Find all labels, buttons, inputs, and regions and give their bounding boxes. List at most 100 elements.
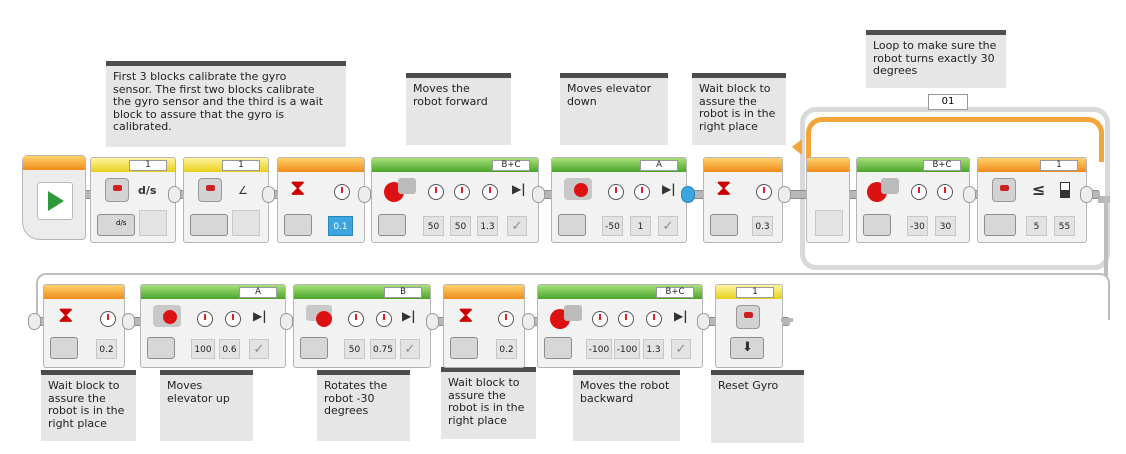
wait-block-3-header (44, 285, 124, 299)
steering-1-value-1[interactable]: 50 (423, 216, 444, 236)
timer-mode-icon[interactable] (710, 214, 738, 236)
connector-gyro1[interactable] (168, 186, 181, 203)
wait-time-input-1[interactable]: 0.1 (328, 216, 353, 236)
connector-wait4[interactable] (522, 313, 535, 330)
speedometer-icon (348, 311, 364, 327)
wait-block-2[interactable]: ⧗ 0.3 (703, 157, 783, 243)
steering-1-mode[interactable] (378, 214, 406, 236)
medium-motor-block-2[interactable]: A ▶| 100 0.6 ✓ (140, 284, 286, 368)
move-steering-block-1[interactable]: B+C ▶| 50 50 1.3 ✓ (371, 157, 539, 243)
gyro-rate-output-plug[interactable] (139, 210, 167, 236)
medium-motor-2-value-2[interactable]: 0.6 (219, 339, 240, 359)
comment-wait-row2a: Wait block to assure the robot is in the… (41, 370, 136, 441)
hourglass-icon: ⧗ (290, 176, 306, 201)
wait-time-input-4[interactable]: 0.2 (496, 339, 517, 359)
large-motor-b-value-2[interactable]: 0.75 (370, 339, 396, 359)
gyro-angle-output-plug[interactable] (232, 210, 260, 236)
connector-loop-exit[interactable] (1080, 186, 1093, 203)
loop-exit-port[interactable]: 1 (1040, 160, 1078, 171)
gyro-angle-mode-selector[interactable] (190, 214, 228, 236)
medium-motor-2-value-1[interactable]: 100 (191, 339, 215, 359)
medium-motor-2-mode[interactable] (147, 337, 175, 359)
connector-wait2[interactable] (778, 186, 791, 203)
large-motor-b-mode[interactable] (300, 337, 328, 359)
connector-wait1[interactable] (358, 186, 371, 203)
steering-1-ports[interactable]: B+C (492, 160, 530, 171)
loop-exit-value-2[interactable]: 55 (1054, 216, 1075, 236)
steering-3-value-2[interactable]: -100 (614, 339, 640, 359)
wait-block-1-header (278, 158, 364, 172)
connector-steer3[interactable] (697, 313, 710, 330)
checkmark-icon[interactable]: ✓ (249, 339, 269, 359)
steering-2-value-2[interactable]: 30 (935, 216, 956, 236)
gyro-rate-mode-label: d/s (138, 184, 157, 197)
connector-medmotor1[interactable] (681, 186, 695, 203)
reset-gyro-header: 1 (716, 285, 782, 299)
steering-2-value-1[interactable]: -30 (907, 216, 928, 236)
gyro-rate-mode-selector[interactable]: d/s (97, 214, 135, 236)
wait-block-1[interactable]: ⧗ 0.1 (277, 157, 365, 243)
connector-gyro2[interactable] (262, 186, 275, 203)
loop-exit-value-1[interactable]: 5 (1026, 216, 1047, 236)
medium-motor-1-mode[interactable] (558, 214, 586, 236)
gyro-angle-block[interactable]: 1 ∠ (183, 157, 269, 243)
reset-download-icon[interactable]: ⬇ (730, 337, 764, 359)
steering-2-mode[interactable] (863, 214, 891, 236)
steering-2-ports[interactable]: B+C (923, 160, 961, 171)
gyro-rate-block[interactable]: 1 d/s d/s (90, 157, 176, 243)
steering-1-value-3[interactable]: 1.3 (477, 216, 498, 236)
reset-gyro-port[interactable]: 1 (736, 287, 774, 298)
wait-time-input-3[interactable]: 0.2 (96, 339, 117, 359)
steering-3-value-3[interactable]: 1.3 (643, 339, 664, 359)
wait-block-4[interactable]: ⧗ 0.2 (443, 284, 525, 368)
large-motor-b-value-1[interactable]: 50 (344, 339, 365, 359)
loop-name-label[interactable]: 01 (928, 94, 968, 110)
medium-motor-2-port[interactable]: A (239, 287, 277, 298)
loop-exit-mode[interactable] (984, 214, 1016, 236)
large-motor-block-b[interactable]: B ▶| 50 0.75 ✓ (293, 284, 431, 368)
steering-3-value-1[interactable]: -100 (586, 339, 612, 359)
gyro-angle-port[interactable]: 1 (222, 160, 260, 171)
timer-mode-icon[interactable] (450, 337, 478, 359)
comment-reset-gyro: Reset Gyro (711, 370, 804, 443)
connector-row2-start[interactable] (28, 313, 41, 330)
steering-1-value-2[interactable]: 50 (450, 216, 471, 236)
loop-exit-gyro-compare[interactable]: 1 ≤ 5 55 (977, 157, 1087, 243)
wait-block-3[interactable]: ⧗ 0.2 (43, 284, 125, 368)
compare-operator[interactable]: ≤ (1032, 180, 1046, 199)
wait-time-input-2[interactable]: 0.3 (752, 216, 773, 236)
large-motor-b-port[interactable]: B (384, 287, 422, 298)
checkmark-icon[interactable]: ✓ (658, 216, 678, 236)
play-icon[interactable] (37, 182, 73, 220)
checkmark-icon[interactable]: ✓ (400, 339, 420, 359)
medium-motor-2-header: A (141, 285, 285, 299)
loop-start-block[interactable] (806, 157, 850, 243)
connector-wait3[interactable] (122, 313, 135, 330)
medium-motor-1-port[interactable]: A (640, 160, 678, 171)
loop-interface-plug[interactable] (815, 210, 843, 236)
medium-motor-1-value-1[interactable]: -50 (602, 216, 623, 236)
connector-steer1[interactable] (532, 186, 545, 203)
connector-motorb[interactable] (426, 313, 439, 330)
start-block[interactable] (22, 155, 86, 240)
gyro-angle-header: 1 (184, 158, 268, 172)
connector-medmotor2[interactable] (280, 313, 293, 330)
medium-motor-block-1[interactable]: A ▶| -50 1 ✓ (551, 157, 687, 243)
steering-3-ports[interactable]: B+C (656, 287, 694, 298)
timer-mode-icon[interactable] (50, 337, 78, 359)
medium-motor-1-value-2[interactable]: 1 (630, 216, 651, 236)
gyro-rate-port[interactable]: 1 (129, 160, 167, 171)
speedometer-icon (197, 311, 213, 327)
checkmark-icon[interactable]: ✓ (507, 216, 527, 236)
steering-3-mode[interactable] (544, 337, 572, 359)
move-steering-2-header: B+C (857, 158, 969, 172)
checkmark-icon[interactable]: ✓ (671, 339, 691, 359)
row-return-wire-right (1104, 196, 1108, 276)
timer-mode-icon[interactable] (284, 214, 312, 236)
move-steering-block-3[interactable]: B+C ▶| -100 -100 1.3 ✓ (537, 284, 703, 368)
speedometer-icon (911, 184, 927, 200)
wait-block-2-header (704, 158, 782, 172)
move-steering-block-2[interactable]: B+C -30 30 (856, 157, 970, 243)
reset-gyro-block[interactable]: 1 ⬇ (715, 284, 783, 368)
connector-steer2[interactable] (963, 186, 976, 203)
